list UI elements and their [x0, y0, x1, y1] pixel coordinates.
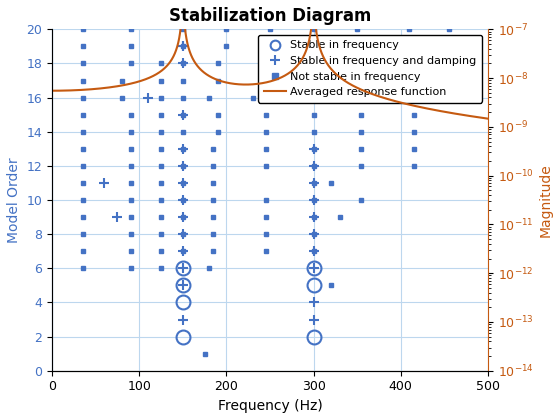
- Stable in frequency and damping: [179, 215, 186, 220]
- Stable in frequency and damping: [179, 266, 186, 271]
- Line: Stable in frequency and damping: Stable in frequency and damping: [100, 42, 319, 324]
- Stable in frequency and damping: [310, 232, 317, 237]
- Not stable in frequency: [127, 266, 134, 271]
- Stable in frequency and damping: [179, 249, 186, 254]
- Stable in frequency and damping: [310, 146, 317, 151]
- Not stable in frequency: [158, 163, 165, 168]
- Stable in frequency and damping: [179, 317, 186, 322]
- Stable in frequency and damping: [114, 215, 121, 220]
- Not stable in frequency: [201, 351, 208, 356]
- Stable in frequency: [310, 283, 317, 288]
- Stable in frequency and damping: [310, 44, 317, 49]
- Stable in frequency and damping: [179, 61, 186, 66]
- Not stable in frequency: [310, 112, 317, 117]
- X-axis label: Frequency (Hz): Frequency (Hz): [218, 399, 323, 413]
- Stable in frequency and damping: [310, 215, 317, 220]
- Not stable in frequency: [328, 181, 334, 186]
- Stable in frequency and damping: [310, 197, 317, 202]
- Stable in frequency and damping: [310, 163, 317, 168]
- Averaged response function: [461, 113, 468, 118]
- Stable in frequency and damping: [179, 44, 186, 49]
- Line: Averaged response function: Averaged response function: [53, 0, 488, 118]
- Averaged response function: [49, 88, 56, 93]
- Stable in frequency and damping: [101, 181, 108, 186]
- Stable in frequency and damping: [179, 283, 186, 288]
- Not stable in frequency: [158, 215, 165, 220]
- Title: Stabilization Diagram: Stabilization Diagram: [169, 7, 371, 25]
- Stable in frequency and damping: [310, 44, 317, 49]
- Not stable in frequency: [79, 27, 86, 32]
- Averaged response function: [51, 88, 58, 93]
- Stable in frequency and damping: [310, 249, 317, 254]
- Stable in frequency: [310, 266, 317, 271]
- Stable in frequency: [310, 334, 317, 339]
- Stable in frequency and damping: [179, 181, 186, 186]
- Stable in frequency: [179, 300, 186, 305]
- Stable in frequency and damping: [179, 146, 186, 151]
- Stable in frequency and damping: [179, 163, 186, 168]
- Stable in frequency and damping: [179, 44, 186, 49]
- Y-axis label: Magnitude: Magnitude: [539, 163, 553, 237]
- Stable in frequency and damping: [144, 95, 151, 100]
- Averaged response function: [75, 87, 82, 92]
- Averaged response function: [67, 88, 74, 93]
- Stable in frequency and damping: [310, 95, 317, 100]
- Averaged response function: [262, 80, 269, 85]
- Averaged response function: [484, 116, 491, 121]
- Stable in frequency: [179, 334, 186, 339]
- Not stable in frequency: [210, 197, 217, 202]
- Stable in frequency and damping: [179, 112, 186, 117]
- Stable in frequency and damping: [310, 266, 317, 271]
- Stable in frequency: [179, 266, 186, 271]
- Y-axis label: Model Order: Model Order: [7, 157, 21, 243]
- Stable in frequency: [179, 283, 186, 288]
- Stable in frequency and damping: [310, 300, 317, 305]
- Stable in frequency and damping: [179, 197, 186, 202]
- Stable in frequency and damping: [310, 181, 317, 186]
- Stable in frequency and damping: [179, 232, 186, 237]
- Line: Not stable in frequency: Not stable in frequency: [80, 27, 451, 356]
- Stable in frequency and damping: [310, 317, 317, 322]
- Line: Stable in frequency: Stable in frequency: [176, 261, 320, 344]
- Legend: Stable in frequency, Stable in frequency and damping, Not stable in frequency, A: Stable in frequency, Stable in frequency…: [258, 35, 482, 102]
- Averaged response function: [134, 79, 141, 84]
